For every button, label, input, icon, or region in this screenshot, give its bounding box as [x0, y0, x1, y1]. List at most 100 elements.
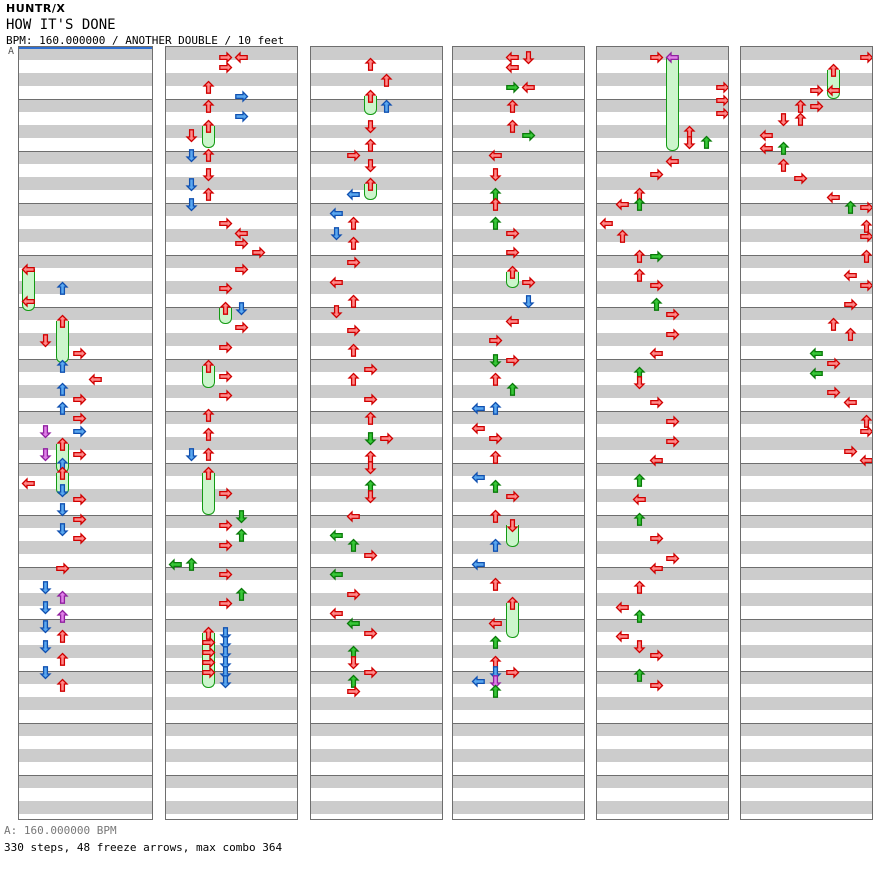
note-arrow-right	[859, 424, 872, 439]
freeze-arrow-body	[201, 466, 216, 515]
note-arrow-up	[55, 401, 70, 416]
note-arrow-right	[715, 106, 728, 121]
note-arrow-left	[488, 148, 503, 163]
note-arrow-down	[38, 333, 53, 348]
measure-bands	[597, 47, 728, 819]
note-arrow-left	[88, 372, 103, 387]
note-arrow-up	[793, 112, 808, 127]
note-arrow-up	[363, 89, 378, 104]
note-arrow-right	[218, 60, 233, 75]
note-arrow-down	[38, 639, 53, 654]
note-arrow-up	[632, 268, 647, 283]
note-arrow-left	[346, 616, 361, 631]
note-arrow-right	[665, 434, 680, 449]
measure-bands	[741, 47, 872, 819]
note-arrow-left	[329, 567, 344, 582]
note-arrow-up	[632, 249, 647, 264]
note-arrow-up	[488, 479, 503, 494]
note-arrow-up	[55, 466, 70, 481]
stepchart-column-4	[452, 46, 585, 820]
note-arrow-right	[649, 50, 664, 65]
note-arrow-up	[346, 216, 361, 231]
note-arrow-down	[776, 112, 791, 127]
note-arrow-down	[346, 655, 361, 670]
note-arrow-right	[521, 128, 536, 143]
note-arrow-down	[521, 50, 536, 65]
note-arrow-right	[201, 655, 216, 670]
note-arrow-down	[234, 301, 249, 316]
note-arrow-left	[329, 606, 344, 621]
note-arrow-right	[72, 411, 87, 426]
note-arrow-right	[218, 596, 233, 611]
note-arrow-up	[488, 684, 503, 699]
freeze-arrow-body	[826, 63, 841, 99]
note-arrow-right	[859, 50, 872, 65]
note-arrow-right	[505, 80, 520, 95]
note-arrow-up	[201, 408, 216, 423]
note-arrow-up	[201, 359, 216, 374]
note-arrow-right	[793, 171, 808, 186]
note-arrow-right	[72, 346, 87, 361]
note-arrow-right	[72, 492, 87, 507]
note-arrow-left	[234, 50, 249, 65]
note-arrow-right	[218, 388, 233, 403]
note-arrow-left	[632, 492, 647, 507]
note-arrow-right	[505, 665, 520, 680]
note-arrow-left	[599, 216, 614, 231]
note-arrow-right	[505, 245, 520, 260]
note-arrow-left	[843, 268, 858, 283]
measure-bands	[453, 47, 584, 819]
note-arrow-down	[682, 135, 697, 150]
note-arrow-right	[715, 80, 728, 95]
note-arrow-up	[488, 401, 503, 416]
measure-bands	[311, 47, 442, 819]
note-arrow-down	[632, 375, 647, 390]
note-arrow-up	[699, 135, 714, 150]
note-arrow-up	[488, 538, 503, 553]
note-arrow-right	[201, 635, 216, 650]
note-arrow-up	[346, 372, 361, 387]
note-arrow-left	[809, 366, 824, 381]
note-arrow-down	[201, 167, 216, 182]
note-arrow-right	[218, 50, 233, 65]
note-arrow-up	[346, 294, 361, 309]
chart-lane-label: A	[8, 46, 15, 57]
note-arrow-up	[55, 629, 70, 644]
note-arrow-up	[234, 587, 249, 602]
note-arrow-right	[346, 587, 361, 602]
note-layer	[311, 47, 442, 819]
note-arrow-down	[184, 128, 199, 143]
note-arrow-up	[346, 538, 361, 553]
note-arrow-right	[363, 362, 378, 377]
note-arrow-right	[505, 353, 520, 368]
note-arrow-down	[38, 447, 53, 462]
note-arrow-right	[649, 278, 664, 293]
stepchart-column-2	[165, 46, 298, 820]
note-arrow-up	[632, 668, 647, 683]
note-arrow-up	[55, 678, 70, 693]
note-arrow-left	[471, 401, 486, 416]
note-arrow-right	[363, 626, 378, 641]
note-arrow-up	[776, 158, 791, 173]
note-arrow-right	[234, 109, 249, 124]
note-arrow-down	[488, 353, 503, 368]
note-arrow-down	[218, 635, 233, 650]
note-arrow-right	[251, 245, 266, 260]
note-arrow-right	[55, 561, 70, 576]
note-arrow-right	[201, 665, 216, 680]
note-arrow-right	[488, 431, 503, 446]
note-arrow-left	[615, 629, 630, 644]
chart-subtitle: BPM: 160.000000 / ANOTHER DOUBLE / 10 fe…	[6, 34, 285, 47]
note-arrow-right	[72, 424, 87, 439]
note-arrow-down	[38, 600, 53, 615]
note-arrow-left	[665, 154, 680, 169]
note-arrow-up	[55, 590, 70, 605]
freeze-arrow-body	[201, 359, 216, 388]
note-arrow-right	[809, 99, 824, 114]
note-arrow-up	[859, 249, 872, 264]
note-arrow-down	[363, 460, 378, 475]
note-arrow-left	[168, 557, 183, 572]
note-arrow-right	[363, 392, 378, 407]
note-arrow-right	[859, 278, 872, 293]
